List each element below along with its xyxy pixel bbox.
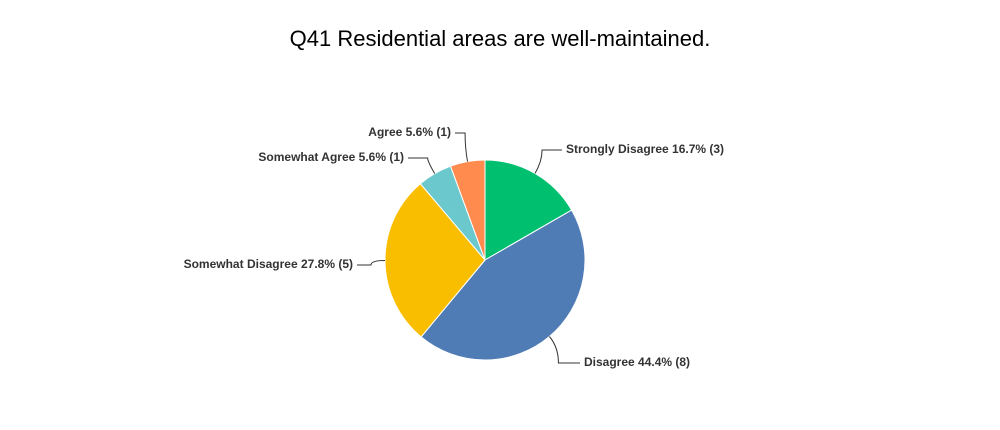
slice-label: Strongly Disagree 16.7% (3) xyxy=(566,142,724,156)
slice-label: Somewhat Agree 5.6% (1) xyxy=(258,150,404,164)
leader-line xyxy=(357,259,386,266)
slice-label: Disagree 44.4% (8) xyxy=(584,355,690,369)
leader-line xyxy=(534,149,562,174)
slice-label: Agree 5.6% (1) xyxy=(368,125,451,139)
leader-line xyxy=(549,336,580,364)
pie-slice xyxy=(449,159,486,261)
slice-label: Somewhat Disagree 27.8% (5) xyxy=(184,257,353,271)
leader-line xyxy=(408,157,436,174)
leader-line xyxy=(455,132,469,162)
chart-title: Q41 Residential areas are well-maintaine… xyxy=(290,26,711,51)
pie-slice xyxy=(384,183,486,338)
pie-slice xyxy=(484,159,573,261)
